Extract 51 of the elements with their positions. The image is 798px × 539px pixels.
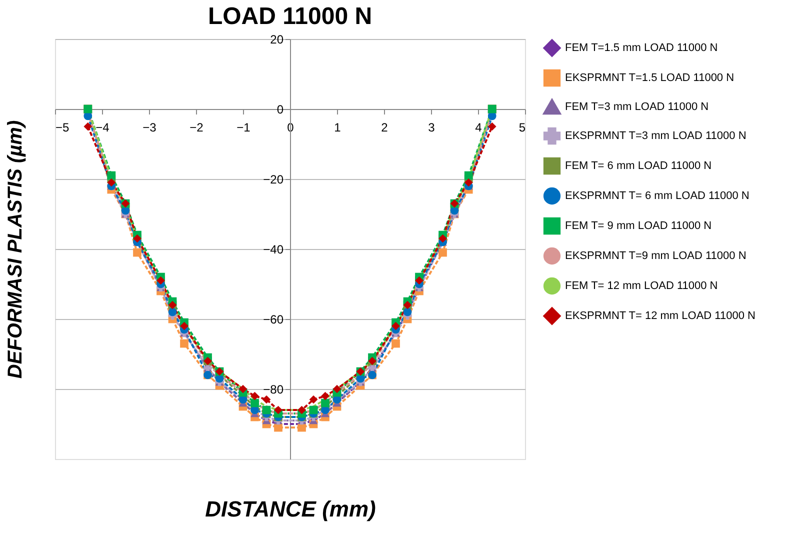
point <box>321 398 330 408</box>
point <box>332 384 342 394</box>
x-tick-label: −4 <box>96 120 110 134</box>
y-tick-label: −20 <box>263 172 284 186</box>
point <box>309 406 318 414</box>
point <box>321 392 330 400</box>
x-tick-label: −5 <box>56 120 70 134</box>
point <box>107 178 116 187</box>
point <box>464 178 473 187</box>
point <box>274 406 282 414</box>
y-axis-title: DEFORMASI PLASTIS (µm) <box>4 120 26 379</box>
legend-label: EKSPRMNT T= 12 mm LOAD 11000 N <box>565 310 756 322</box>
point <box>438 248 447 257</box>
x-axis-title: DISTANCE (mm) <box>205 496 376 522</box>
y-tick-label: 0 <box>276 102 284 116</box>
legend-label: EKSPRMNT T=9 mm LOAD 11000 N <box>565 250 746 262</box>
x-tick-label: 3 <box>428 120 436 134</box>
x-tick-label: 2 <box>381 120 388 134</box>
x-tick-label: −1 <box>236 120 251 134</box>
x-tick-label: 5 <box>518 120 526 134</box>
point <box>180 339 188 348</box>
point <box>262 406 271 414</box>
legend-label: EKSPRMNT T=1.5 LOAD 11000 N <box>565 72 734 84</box>
x-tick-label: 4 <box>475 120 482 134</box>
legend-label: EKSPRMNT T=3 mm LOAD 11000 N <box>565 130 746 142</box>
y-tick-label: −80 <box>263 382 284 396</box>
legend-label: FEM T= 6 mm LOAD 11000 N <box>565 160 712 172</box>
point <box>250 398 259 408</box>
y-tick-label: 20 <box>270 32 284 46</box>
point <box>133 248 142 257</box>
legend-label: FEM T=3 mm LOAD 11000 N <box>565 101 709 113</box>
legend-label: FEM T= 12 mm LOAD 11000 N <box>565 280 718 292</box>
point <box>238 384 248 394</box>
point <box>298 406 306 414</box>
x-tick-label: 1 <box>334 120 342 134</box>
y-tick-label: −60 <box>263 312 284 326</box>
x-tick-label: −2 <box>190 120 204 134</box>
point <box>309 395 318 404</box>
point <box>392 339 400 348</box>
point <box>464 171 473 180</box>
chart-title: LOAD 11000 N <box>208 3 372 30</box>
y-tick-label: −40 <box>263 242 284 256</box>
point <box>84 122 92 131</box>
legend-label: EKSPRMNT T= 6 mm LOAD 11000 N <box>565 190 750 202</box>
point <box>262 395 271 404</box>
legend-label: FEM T=1.5 mm LOAD 11000 N <box>565 42 718 54</box>
point <box>250 392 259 400</box>
point <box>107 171 116 180</box>
legend-label: FEM T= 9 mm LOAD 11000 N <box>565 220 712 232</box>
x-tick-label: −3 <box>142 120 157 134</box>
point <box>488 122 496 131</box>
